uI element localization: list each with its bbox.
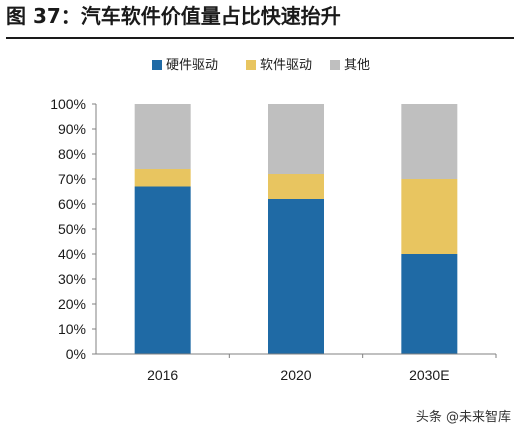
bar-segment	[268, 199, 324, 354]
bar-segment	[268, 174, 324, 199]
chart-title: 图 37：汽车软件价值量占比快速抬升	[6, 4, 341, 28]
legend-label: 硬件驱动	[166, 58, 218, 73]
watermark: 头条 @未来智库	[415, 410, 511, 425]
y-tick-label: 70%	[58, 171, 86, 187]
x-axis: 2016 2020 2030E	[96, 353, 497, 383]
legend-swatch	[330, 60, 340, 70]
y-tick-label: 10%	[58, 321, 86, 337]
y-tick-label: 30%	[58, 271, 86, 287]
x-tick-label: 2030E	[409, 367, 449, 383]
legend-label: 软件驱动	[260, 58, 312, 73]
bar-segment	[134, 186, 191, 354]
title-divider	[6, 37, 514, 39]
bar-segment	[401, 104, 458, 179]
y-tick-label: 50%	[58, 221, 86, 237]
bar-segment	[401, 254, 458, 354]
y-tick-label: 80%	[58, 146, 86, 162]
legend-swatch	[152, 60, 162, 70]
bars	[134, 104, 458, 354]
bar-segment	[268, 104, 324, 174]
y-tick-label: 0%	[66, 346, 86, 362]
bar-segment	[134, 169, 191, 187]
y-tick-label: 60%	[58, 196, 86, 212]
x-tick-label: 2016	[147, 367, 178, 383]
bar-segment	[401, 179, 458, 254]
legend: 硬件驱动 软件驱动 其他	[152, 58, 370, 73]
y-tick-label: 90%	[58, 121, 86, 137]
y-tick-label: 100%	[50, 96, 86, 112]
y-tick-label: 20%	[58, 296, 86, 312]
legend-label: 其他	[344, 58, 370, 73]
y-axis: 0% 10% 20% 30% 40% 50% 60% 70% 80% 90% 100%	[50, 96, 97, 362]
y-tick-label: 40%	[58, 246, 86, 262]
legend-swatch	[246, 60, 256, 70]
x-tick-label: 2020	[280, 367, 311, 383]
bar-segment	[134, 104, 191, 169]
